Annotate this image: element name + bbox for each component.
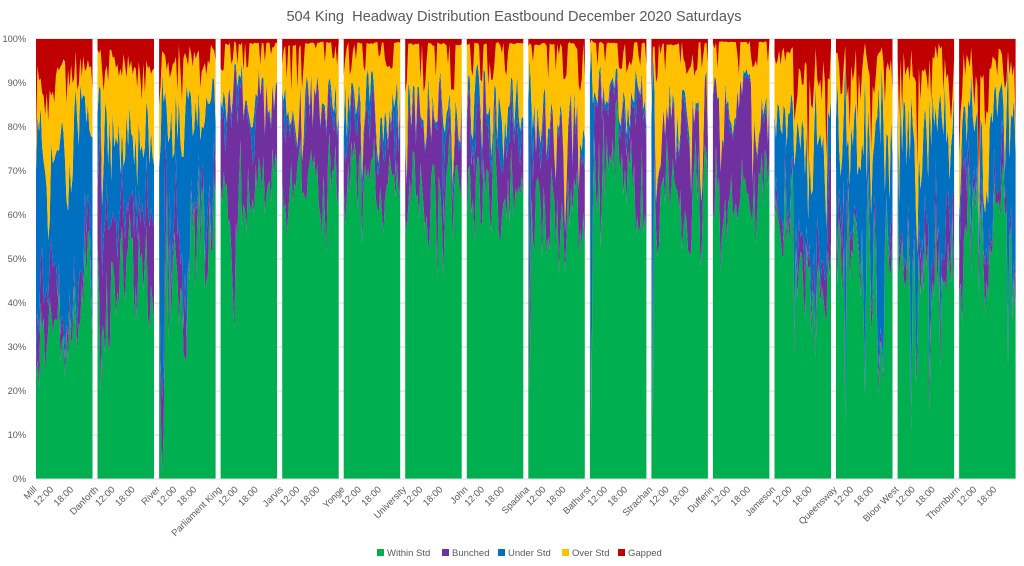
svg-text:60%: 60% (8, 210, 26, 220)
svg-text:Bunched: Bunched (452, 548, 490, 559)
svg-text:90%: 90% (8, 78, 26, 88)
svg-text:30%: 30% (8, 342, 26, 352)
svg-text:504 King Headway Distribution: 504 King Headway Distribution Eastbound … (286, 9, 741, 25)
svg-text:70%: 70% (8, 166, 26, 176)
svg-text:50%: 50% (8, 254, 26, 264)
svg-text:100%: 100% (3, 34, 27, 44)
svg-text:Under Std: Under Std (508, 548, 551, 559)
svg-text:40%: 40% (8, 298, 26, 308)
svg-text:80%: 80% (8, 122, 26, 132)
svg-text:0%: 0% (13, 474, 26, 484)
svg-text:20%: 20% (8, 386, 26, 396)
svg-text:Over Std: Over Std (572, 548, 610, 559)
svg-text:Within Std: Within Std (387, 548, 430, 559)
svg-text:10%: 10% (8, 430, 26, 440)
svg-text:Gapped: Gapped (628, 548, 662, 559)
